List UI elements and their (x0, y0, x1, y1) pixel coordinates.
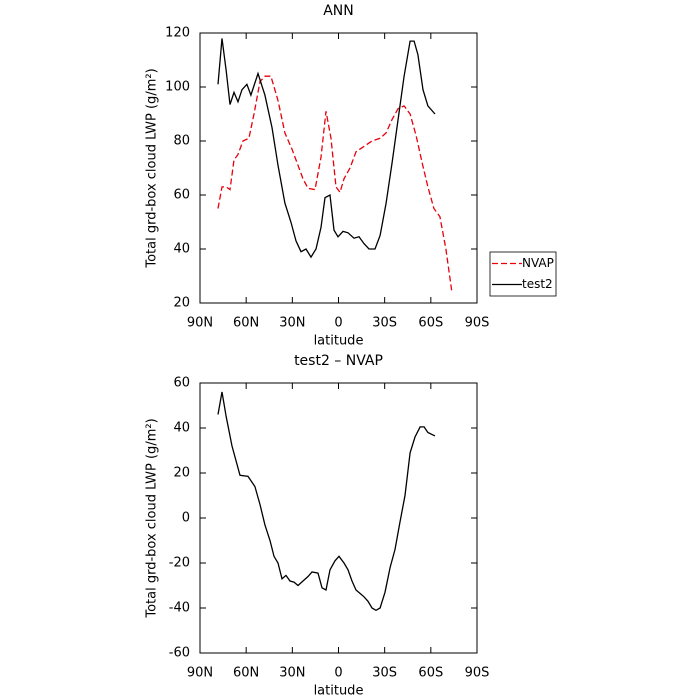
x-axis-label: latitude (314, 334, 364, 349)
x-tick-label: 90S (465, 316, 490, 331)
legend-box (489, 251, 557, 297)
x-tick-label: 60N (233, 316, 259, 331)
x-tick-label: 30N (279, 316, 305, 331)
x-tick-label: 60S (418, 666, 443, 681)
data-line (217, 38, 436, 259)
y-tick-label: 40 (173, 242, 190, 257)
x-tick-label: 30S (372, 666, 397, 681)
legend-label: test2 (522, 277, 553, 291)
x-tick-label: 0 (334, 316, 342, 331)
x-tick-label: 30S (372, 316, 397, 331)
y-tick-label: 100 (165, 80, 190, 95)
y-tick-label: 40 (173, 421, 190, 436)
data-line (217, 75, 453, 293)
y-tick-label: -60 (169, 646, 190, 661)
x-axis-label: latitude (314, 684, 364, 699)
x-tick-label: 90N (187, 316, 213, 331)
y-axis-label: Total grd-box cloud LWP (g/m²) (145, 418, 160, 618)
y-tick-label: 20 (173, 296, 190, 311)
x-tick-label: 0 (334, 666, 342, 681)
x-tick-label: 90S (465, 666, 490, 681)
legend-label: NVAP (522, 256, 554, 270)
x-tick-label: 90N (187, 666, 213, 681)
data-line (217, 391, 436, 612)
x-tick-label: 30N (279, 666, 305, 681)
y-tick-label: 20 (173, 466, 190, 481)
y-tick-label: -20 (169, 556, 190, 571)
plot-frame (199, 382, 478, 654)
y-axis-label: Total grd-box cloud LWP (g/m²) (145, 68, 160, 268)
x-tick-label: 60N (233, 666, 259, 681)
chart-title: test2 – NVAP (294, 353, 383, 369)
y-tick-label: 0 (182, 511, 190, 526)
chart-title: ANN (323, 3, 354, 19)
x-tick-label: 60S (418, 316, 443, 331)
y-tick-label: 60 (173, 376, 190, 391)
plot-frame (199, 32, 478, 304)
y-tick-label: 120 (165, 26, 190, 41)
y-tick-label: 80 (173, 134, 190, 149)
y-tick-label: -40 (169, 601, 190, 616)
y-tick-label: 60 (173, 188, 190, 203)
